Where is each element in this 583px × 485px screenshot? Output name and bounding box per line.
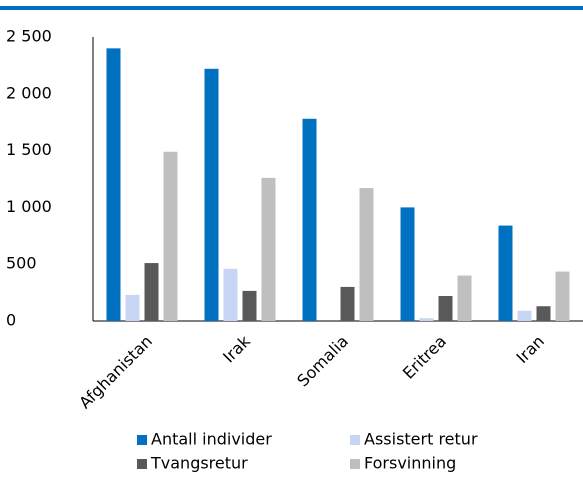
- bar: [261, 177, 276, 321]
- bar: [242, 290, 257, 321]
- legend-swatch: [137, 459, 147, 469]
- legend-swatch: [137, 435, 147, 445]
- y-tick-label: 1 000: [6, 197, 52, 216]
- bar: [536, 306, 551, 321]
- y-tick-label: 2 500: [6, 27, 52, 46]
- x-tick-label: Iran: [512, 332, 548, 368]
- bar: [498, 225, 513, 321]
- y-tick-label: 500: [6, 254, 37, 273]
- bar: [359, 188, 374, 321]
- bar: [400, 207, 415, 321]
- legend-label: Tvangsretur: [150, 454, 248, 473]
- x-tick-label: Somalia: [293, 332, 352, 391]
- bar: [555, 271, 570, 321]
- bar: [438, 296, 453, 321]
- bar: [302, 118, 317, 322]
- legend-label: Assistert retur: [364, 430, 478, 449]
- bar: [517, 310, 532, 321]
- y-tick-label: 2 000: [6, 83, 52, 102]
- y-tick-label: 0: [6, 311, 16, 330]
- bar: [457, 275, 472, 321]
- x-tick-label: Afghanistan: [75, 332, 156, 413]
- bar: [419, 318, 434, 321]
- legend-swatch: [350, 435, 360, 445]
- y-tick-label: 1 500: [6, 140, 52, 159]
- legend-label: Antall individer: [151, 430, 272, 449]
- legend-label: Forsvinning: [364, 454, 456, 473]
- bar: [125, 294, 140, 321]
- top-rule: [0, 6, 583, 10]
- x-tick-label: Irak: [219, 331, 254, 366]
- bar: [340, 286, 355, 321]
- bar: [106, 48, 121, 322]
- bar: [223, 268, 238, 321]
- x-tick-label: Eritrea: [399, 332, 450, 383]
- bar: [163, 151, 178, 321]
- legend-swatch: [350, 459, 360, 469]
- bar: [204, 68, 219, 321]
- bar: [144, 263, 159, 321]
